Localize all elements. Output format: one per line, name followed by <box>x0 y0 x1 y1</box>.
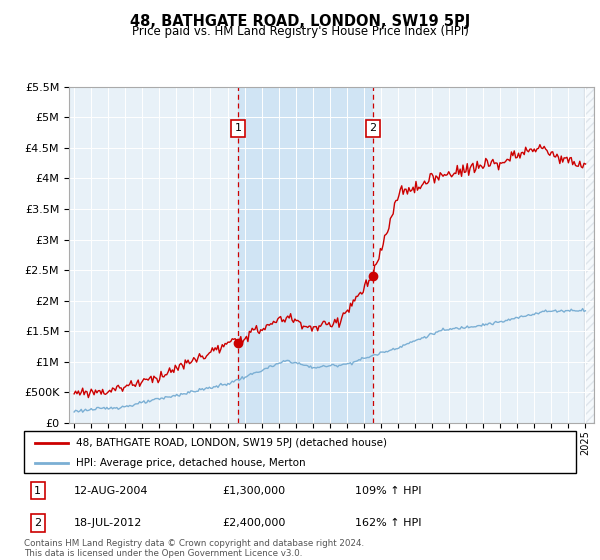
Text: 2: 2 <box>34 518 41 528</box>
Text: HPI: Average price, detached house, Merton: HPI: Average price, detached house, Mert… <box>76 458 306 468</box>
Text: £1,300,000: £1,300,000 <box>223 486 286 496</box>
Bar <box>584 87 594 423</box>
Text: 1: 1 <box>34 486 41 496</box>
Text: £2,400,000: £2,400,000 <box>223 518 286 528</box>
Text: 48, BATHGATE ROAD, LONDON, SW19 5PJ (detached house): 48, BATHGATE ROAD, LONDON, SW19 5PJ (det… <box>76 438 388 448</box>
Text: 12-AUG-2004: 12-AUG-2004 <box>74 486 148 496</box>
Text: 48, BATHGATE ROAD, LONDON, SW19 5PJ: 48, BATHGATE ROAD, LONDON, SW19 5PJ <box>130 14 470 29</box>
Bar <box>238 87 373 423</box>
Text: Price paid vs. HM Land Registry's House Price Index (HPI): Price paid vs. HM Land Registry's House … <box>131 25 469 38</box>
Text: Contains HM Land Registry data © Crown copyright and database right 2024.
This d: Contains HM Land Registry data © Crown c… <box>24 539 364 558</box>
Text: 109% ↑ HPI: 109% ↑ HPI <box>355 486 422 496</box>
Text: 18-JUL-2012: 18-JUL-2012 <box>74 518 142 528</box>
Text: 1: 1 <box>235 123 241 133</box>
Text: 2: 2 <box>370 123 377 133</box>
Text: 162% ↑ HPI: 162% ↑ HPI <box>355 518 422 528</box>
FancyBboxPatch shape <box>24 431 576 473</box>
